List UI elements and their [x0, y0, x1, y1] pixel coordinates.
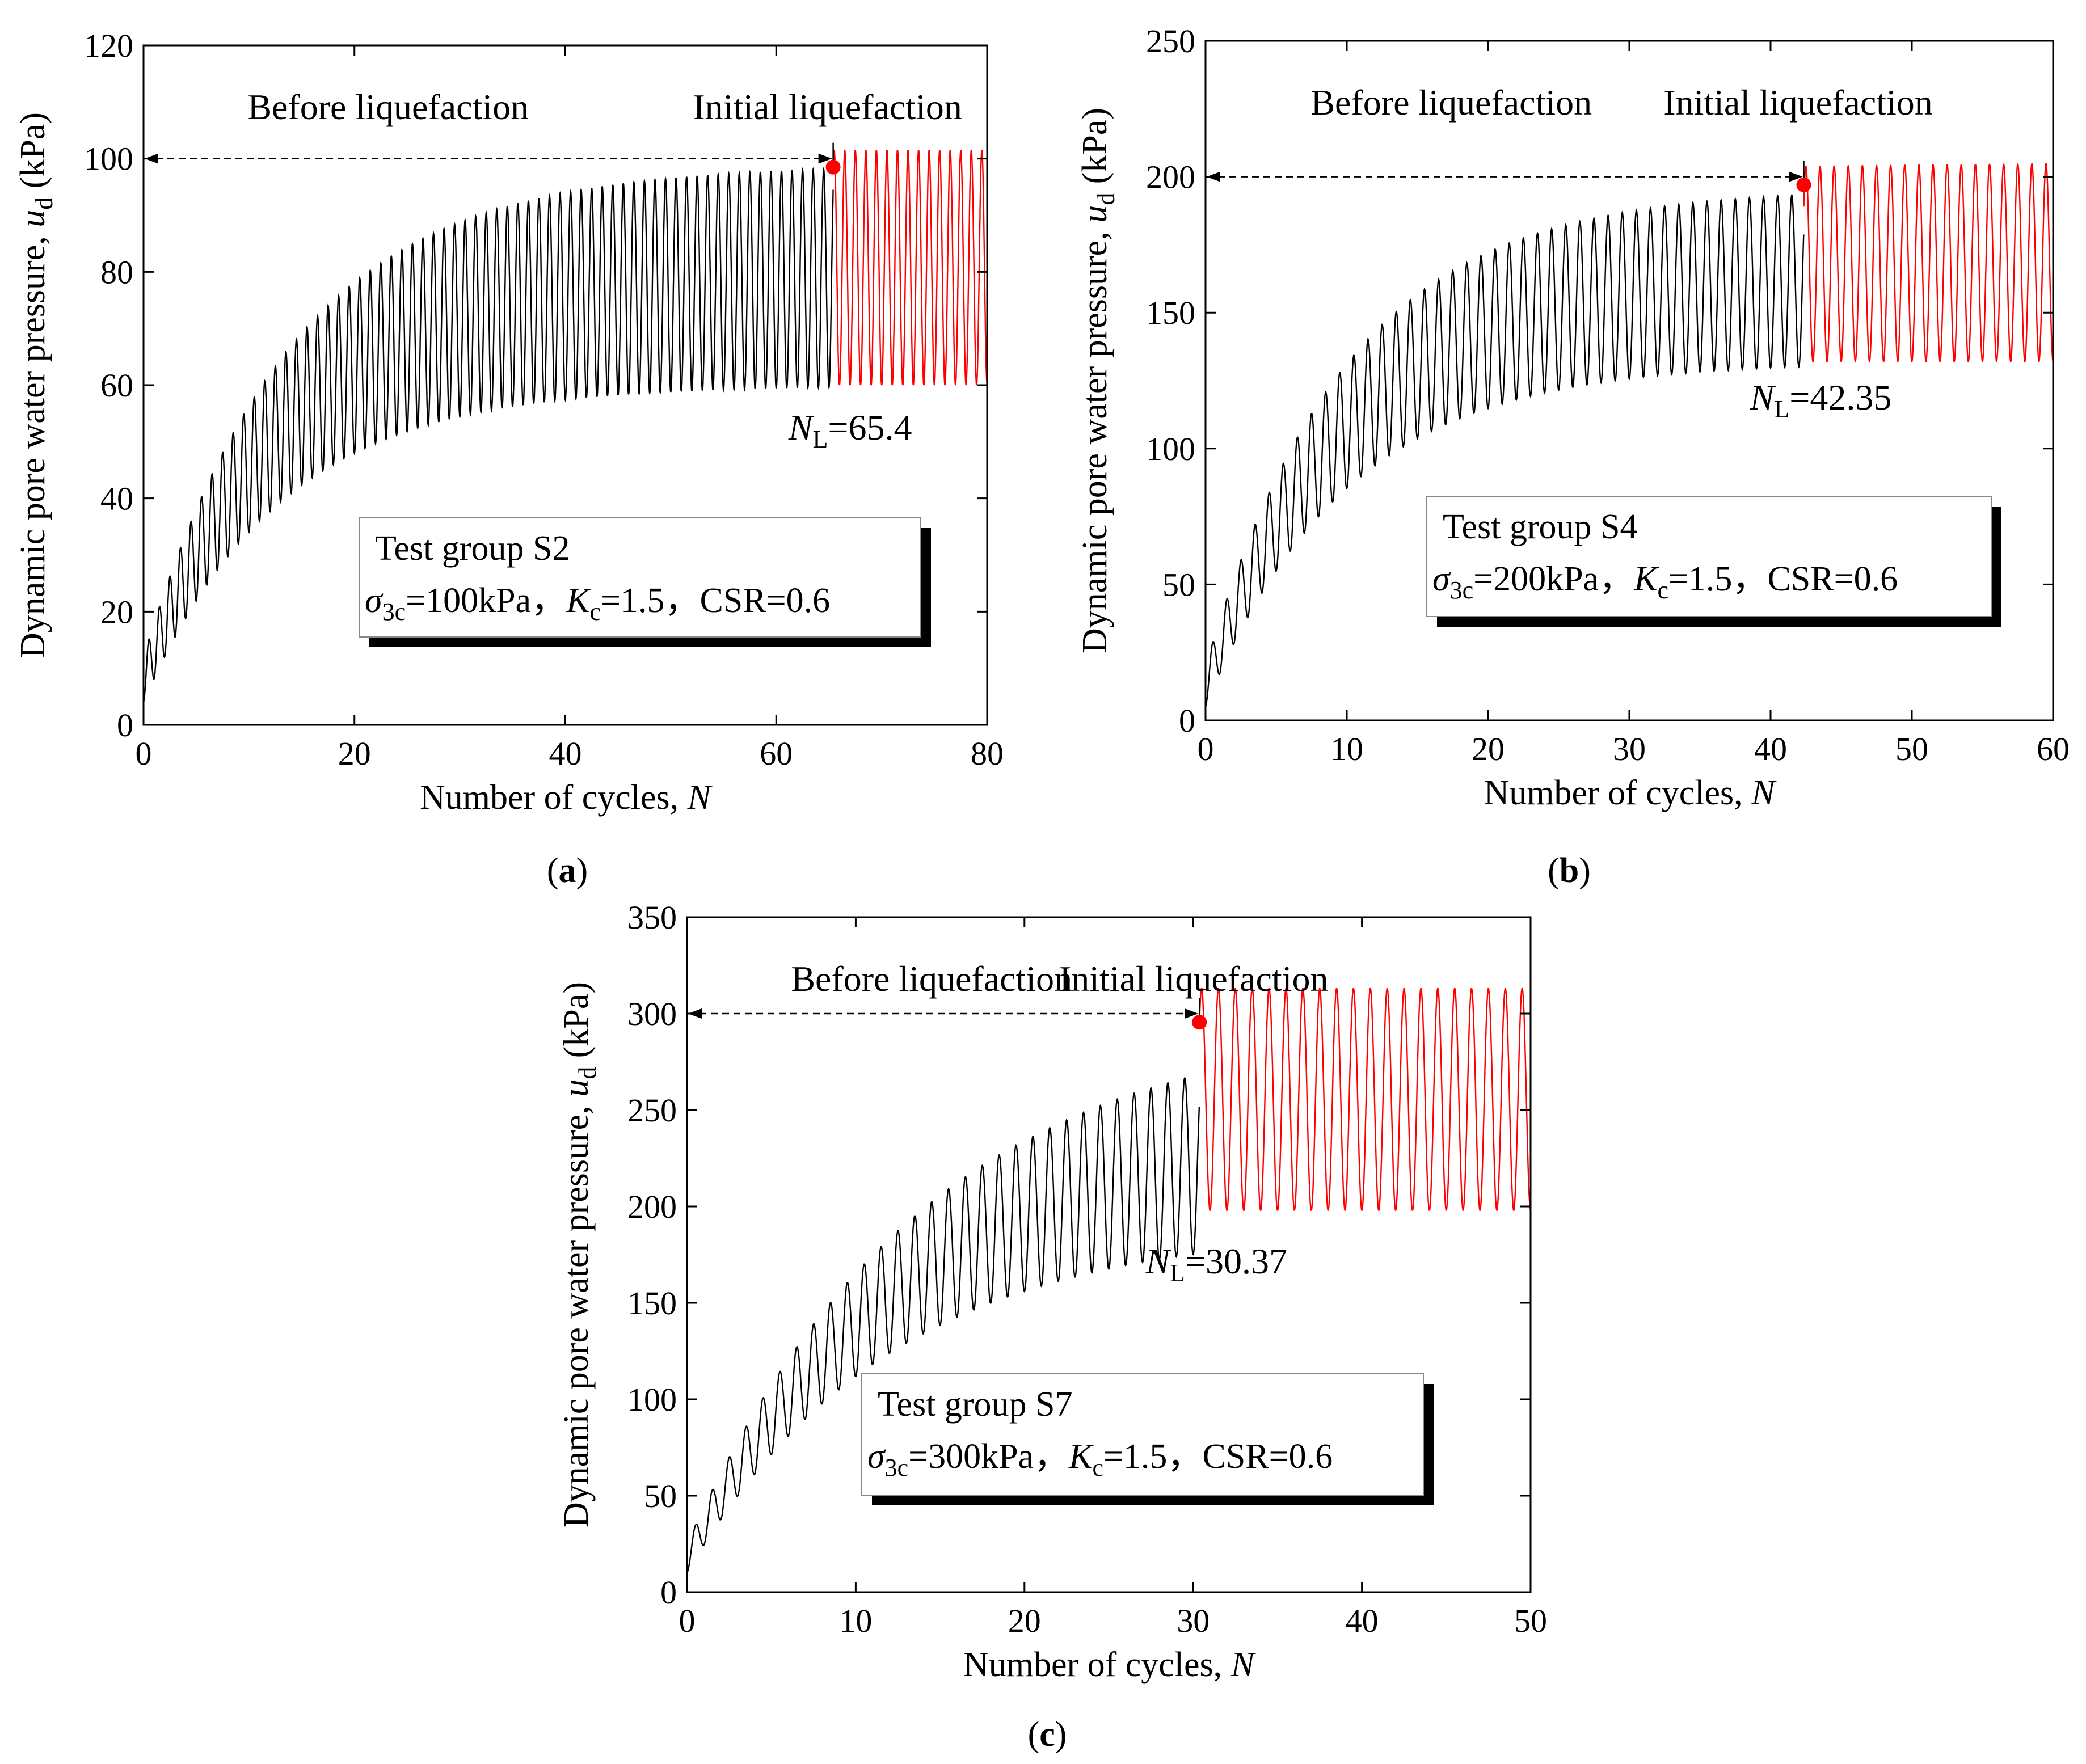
y-tick-label: 0 — [1179, 702, 1195, 739]
y-axis-title: Dynamic pore water pressure, ud (kPa) — [14, 112, 58, 658]
series-before-liquefaction — [144, 166, 834, 703]
x-tick-label: 50 — [1895, 731, 1928, 767]
x-tick-label: 0 — [1198, 731, 1214, 767]
x-tick-label: 40 — [1754, 731, 1787, 767]
y-tick-label: 20 — [100, 593, 133, 630]
annotation-before-liquefaction: Before liquefaction — [1310, 82, 1592, 123]
series-after-liquefaction — [1199, 987, 1531, 1211]
x-tick-label: 60 — [760, 735, 793, 772]
arrow-head-left — [1207, 171, 1220, 182]
panel-label-open: ( — [547, 851, 559, 890]
y-tick-label: 350 — [627, 899, 677, 936]
initial-liquefaction-point — [1796, 177, 1811, 192]
y-tick-label: 100 — [1146, 431, 1195, 467]
series-before-liquefaction — [1206, 193, 1805, 707]
panel-label-open: ( — [1548, 851, 1560, 890]
initial-liquefaction-point — [1192, 1015, 1207, 1030]
series-before-liquefaction — [687, 1076, 1200, 1573]
legend-parameters: σ3c=300kPa，Kc=1.5，CSR=0.6 — [867, 1437, 1333, 1482]
x-axis-title: Number of cycles, N — [420, 778, 713, 817]
y-tick-label: 80 — [100, 254, 133, 290]
legend-parameters: σ3c=200kPa，Kc=1.5，CSR=0.6 — [1432, 560, 1898, 604]
annotation-initial-liquefaction: Initial liquefaction — [693, 87, 962, 127]
panel-label-letter: c — [1039, 1715, 1055, 1754]
panel-label: (b) — [1548, 851, 1591, 890]
y-tick-label: 100 — [627, 1381, 677, 1418]
y-tick-label: 250 — [627, 1092, 677, 1129]
chart-panel-a: 0 20 40 60 80 0 20 40 60 80 100 120 Number of cycles… — [14, 27, 1004, 890]
x-tick-label: 30 — [1177, 1602, 1210, 1639]
y-tick-label: 150 — [627, 1285, 677, 1322]
panel-label-letter: a — [559, 851, 576, 890]
annotation-before-liquefaction: Before liquefaction — [791, 959, 1072, 999]
x-tick-label: 20 — [338, 735, 371, 772]
y-axis-title: Dynamic pore water pressure, ud (kPa) — [1076, 108, 1120, 653]
y-tick-label: 50 — [1162, 566, 1195, 603]
arrow-head-left — [688, 1008, 702, 1019]
chart-panel-b: 0 10 20 30 40 50 60 0 50 100 150 200 250 Number of cy… — [1076, 23, 2070, 890]
nl-label: NL=65.4 — [788, 407, 912, 453]
nl-label: NL=42.35 — [1750, 377, 1892, 423]
x-tick-label: 40 — [1346, 1602, 1379, 1639]
y-tick-label: 120 — [84, 27, 133, 64]
legend-parameters: σ3c=100kPa，Kc=1.5，CSR=0.6 — [365, 581, 830, 626]
legend-box — [359, 517, 921, 638]
y-tick-label: 250 — [1146, 23, 1195, 60]
panel-label-close: ) — [1055, 1715, 1067, 1754]
arrow-head-right — [1185, 1008, 1199, 1019]
y-tick-label: 200 — [1146, 159, 1195, 196]
y-axis-title: Dynamic pore water pressure, ud (kPa) — [557, 982, 601, 1527]
panel-label-close: ) — [576, 851, 588, 890]
legend-box — [1426, 496, 1992, 617]
nl-label: NL=30.37 — [1145, 1241, 1287, 1287]
y-tick-label: 150 — [1146, 294, 1195, 331]
series-after-liquefaction — [1803, 163, 2053, 362]
x-tick-label: 20 — [1472, 731, 1505, 767]
series-after-liquefaction — [832, 150, 987, 386]
initial-liquefaction-point — [825, 159, 841, 175]
arrow-head-right — [818, 153, 832, 164]
legend-box — [861, 1373, 1424, 1496]
y-tick-label: 0 — [117, 707, 133, 744]
panel-label: (a) — [547, 851, 588, 890]
x-tick-label: 50 — [1514, 1602, 1547, 1639]
panel-label-open: ( — [1028, 1715, 1040, 1754]
x-tick-label: 60 — [2037, 731, 2070, 767]
y-tick-label: 60 — [100, 367, 133, 404]
x-axis-title: Number of cycles, N — [963, 1645, 1257, 1684]
x-tick-label: 0 — [679, 1602, 696, 1639]
x-tick-label: 0 — [136, 735, 152, 772]
panel-label-close: ) — [1579, 851, 1591, 890]
y-tick-label: 50 — [644, 1478, 677, 1514]
x-axis-title: Number of cycles, N — [1484, 774, 1777, 812]
x-tick-label: 10 — [839, 1602, 872, 1639]
annotation-before-liquefaction: Before liquefaction — [247, 87, 529, 127]
panel-label-letter: b — [1560, 851, 1579, 890]
x-tick-label: 40 — [549, 735, 582, 772]
panel-label: (c) — [1028, 1715, 1067, 1754]
arrow-head-right — [1789, 171, 1803, 182]
legend-title: Test group S7 — [878, 1385, 1073, 1424]
y-tick-label: 300 — [627, 995, 677, 1032]
x-tick-label: 20 — [1008, 1602, 1041, 1639]
annotation-initial-liquefaction: Initial liquefaction — [1663, 82, 1933, 123]
chart-panel-c: 0 10 20 30 40 50 0 50 100 150 200 250 300 350 Number o… — [557, 899, 1547, 1754]
legend-title: Test group S2 — [375, 529, 570, 568]
plot-frame — [686, 916, 1532, 1593]
x-tick-label: 10 — [1330, 731, 1363, 767]
annotation-initial-liquefaction: Initial liquefaction — [1059, 959, 1329, 999]
y-tick-label: 0 — [660, 1574, 677, 1611]
y-tick-label: 200 — [627, 1188, 677, 1225]
y-tick-label: 100 — [84, 141, 133, 178]
x-tick-label: 30 — [1613, 731, 1646, 767]
arrow-head-left — [145, 153, 158, 164]
legend-title: Test group S4 — [1443, 508, 1638, 546]
y-tick-label: 40 — [100, 480, 133, 517]
x-tick-label: 80 — [971, 735, 1004, 772]
